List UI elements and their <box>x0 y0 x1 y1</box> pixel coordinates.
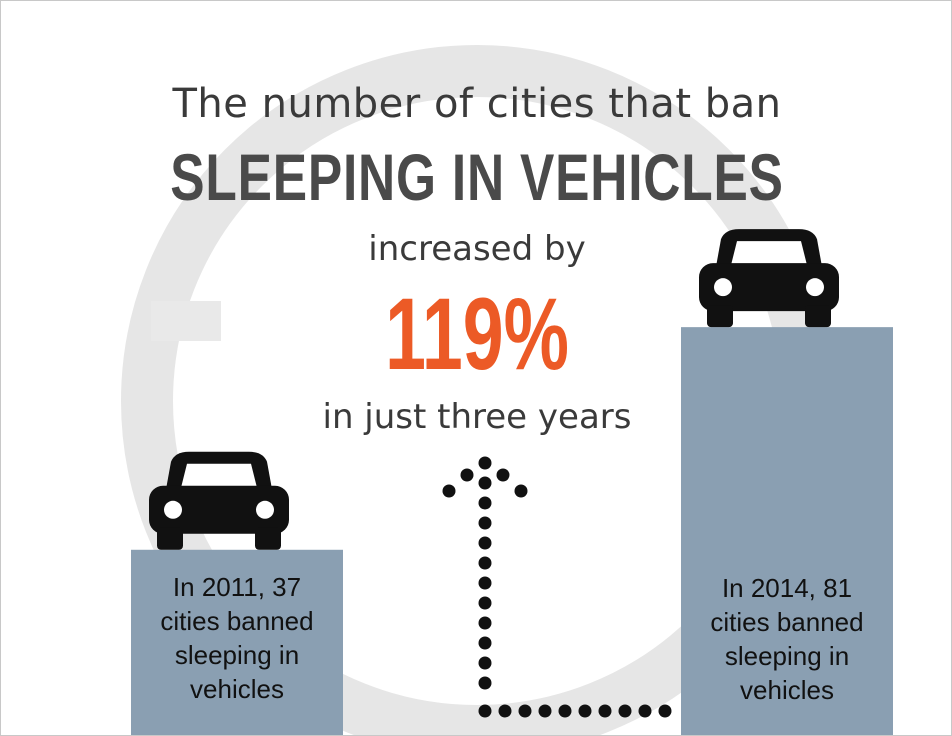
arrow-dot <box>478 476 492 490</box>
arrow-dot <box>598 704 612 718</box>
car-headlight-left <box>164 500 182 519</box>
bar-label-2014: In 2014, 81 cities banned sleeping in ve… <box>710 573 864 706</box>
arrow-dot <box>498 704 512 718</box>
arrow-dot <box>460 468 474 482</box>
arrow-dot <box>478 516 492 530</box>
car-headlight-right <box>806 278 824 297</box>
arrow-dot <box>478 456 492 470</box>
arrow-dot <box>478 656 492 670</box>
headline-percent: 119% <box>385 277 569 391</box>
arrow-dot <box>538 704 552 718</box>
car-headlight-left <box>714 278 732 297</box>
arrow-dot <box>478 616 492 630</box>
arrow-dot <box>496 468 510 482</box>
arrow-dot <box>638 704 652 718</box>
dotted-arrow-up-icon <box>442 456 672 718</box>
arrow-dot <box>478 676 492 690</box>
car-wheel-right <box>805 305 831 328</box>
arrow-dot <box>658 704 672 718</box>
arrow-dot <box>514 484 528 498</box>
headline-intro: The number of cities that ban <box>172 81 782 127</box>
arrow-dot <box>478 496 492 510</box>
bar-2014 <box>681 327 893 735</box>
car-wheel-left <box>157 527 183 550</box>
bar-label-2011: In 2011, 37 cities banned sleeping in ve… <box>160 571 314 704</box>
headline-timeframe: in just three years <box>322 397 632 437</box>
arrow-dot <box>478 536 492 550</box>
arrow-dot <box>442 484 456 498</box>
arrow-dot <box>478 636 492 650</box>
arrow-dot <box>478 596 492 610</box>
bar-2011 <box>131 549 343 735</box>
arrow-dot <box>478 704 492 718</box>
car-body <box>699 263 839 312</box>
car-window <box>181 463 257 488</box>
headline-increased-by: increased by <box>368 229 586 269</box>
car-wheel-left <box>707 305 733 328</box>
car-icon <box>149 451 289 550</box>
car-window <box>731 241 807 266</box>
arrow-dot <box>518 704 532 718</box>
arrow-dot <box>478 556 492 570</box>
arrow-dot <box>558 704 572 718</box>
arrow-dot <box>578 704 592 718</box>
arrow-dot <box>618 704 632 718</box>
clock-hand <box>151 301 221 341</box>
headline-main: SLEEPING IN VEHICLES <box>170 140 784 214</box>
car-wheel-right <box>255 527 281 550</box>
arrow-dot <box>478 576 492 590</box>
car-headlight-right <box>256 500 274 519</box>
car-body <box>149 485 289 534</box>
car-icon <box>699 229 839 328</box>
